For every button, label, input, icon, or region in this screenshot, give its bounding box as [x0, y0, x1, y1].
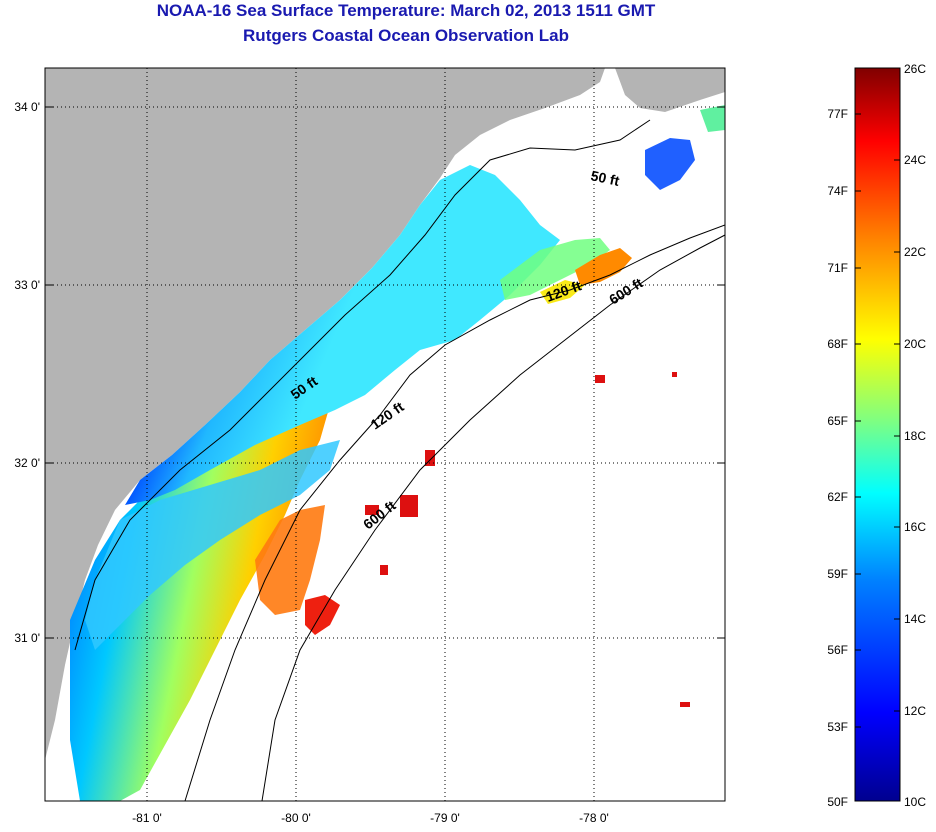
colorbar-f-50: 50F: [827, 795, 848, 809]
map-frame: [44, 67, 726, 802]
colorbar-f-56: 56F: [827, 643, 848, 657]
contour-label-50ft-north: 50 ft: [589, 167, 621, 189]
lat-lon-grid: [45, 68, 725, 801]
isobath-50ft: [74, 119, 651, 651]
colorbar-f-74: 74F: [827, 184, 848, 198]
lat-label-33: 33 0': [14, 278, 40, 292]
land-mass: [45, 68, 605, 760]
isobath-120ft: [184, 224, 725, 801]
sst-cold-bay: [645, 138, 695, 190]
colorbar: [854, 67, 901, 802]
colorbar-c-20: 20C: [904, 337, 926, 351]
sst-green-band: [500, 238, 610, 300]
colorbar-c-26: 26C: [904, 62, 926, 76]
colorbar-f-68: 68F: [827, 337, 848, 351]
colorbar-c-12: 12C: [904, 704, 926, 718]
sst-orange-front: [575, 248, 632, 285]
sst-ne-patch: [700, 105, 725, 132]
colorbar-c-18: 18C: [904, 429, 926, 443]
lon-label-79: -79 0': [430, 811, 460, 825]
sst-mid-shelf: [85, 440, 340, 650]
land-mass-north: [615, 68, 725, 112]
colorbar-c-22: 22C: [904, 245, 926, 259]
colorbar-f-53: 53F: [827, 720, 848, 734]
colorbar-f-59: 59F: [827, 567, 848, 581]
sst-north-shelf: [125, 165, 560, 505]
map-title: NOAA-16 Sea Surface Temperature: March 0…: [156, 1, 656, 20]
sst-red-patch: [305, 595, 340, 635]
lat-label-31: 31 0': [14, 631, 40, 645]
colorbar-c-16: 16C: [904, 520, 926, 534]
colorbar-ticks: [855, 113, 900, 728]
colorbar-f-71: 71F: [827, 261, 848, 275]
colorbar-f-65: 65F: [827, 414, 848, 428]
lon-label-78: -78 0': [579, 811, 609, 825]
colorbar-c-24: 24C: [904, 153, 926, 167]
lat-tick-marks: [45, 106, 725, 639]
colorbar-c-10: 10C: [904, 795, 926, 809]
colorbar-f-62: 62F: [827, 490, 848, 504]
isobath-600ft: [261, 234, 725, 801]
warm-pixels: [365, 372, 690, 707]
colorbar-c-14: 14C: [904, 612, 926, 626]
map-subtitle: Rutgers Coastal Ocean Observation Lab: [243, 26, 569, 45]
lon-label-80: -80 0': [281, 811, 311, 825]
lat-label-32: 32 0': [14, 456, 40, 470]
sst-warm-patch: [255, 505, 325, 615]
colorbar-f-77: 77F: [827, 107, 848, 121]
lat-label-34: 34 0': [14, 100, 40, 114]
lon-label-81: -81 0': [132, 811, 162, 825]
